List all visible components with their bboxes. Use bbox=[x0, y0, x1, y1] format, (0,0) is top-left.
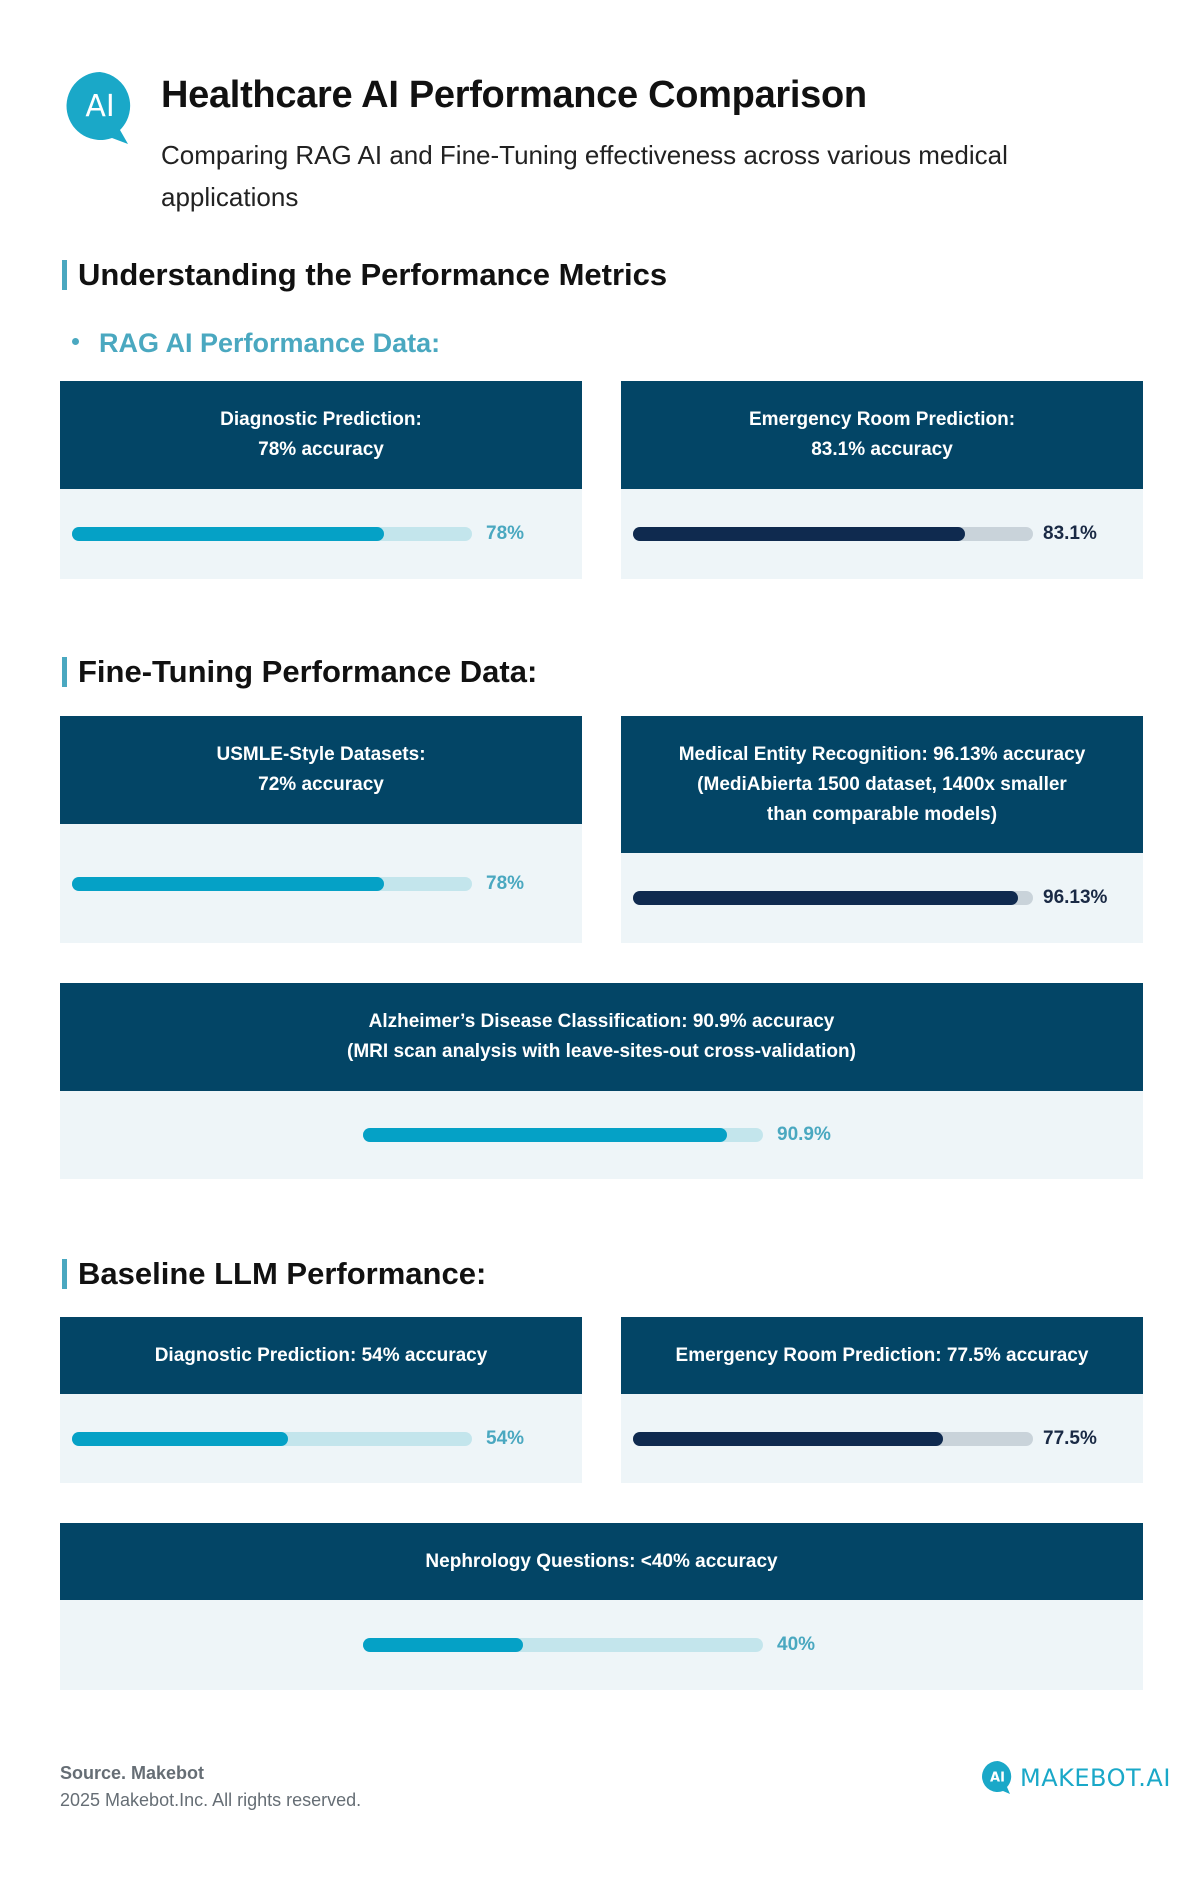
svg-text:AI: AI bbox=[85, 89, 114, 124]
brand-name: MAKEBOT.AI bbox=[1020, 1764, 1171, 1792]
ft-card-entity-recognition: Medical Entity Recognition: 96.13% accur… bbox=[621, 716, 1143, 943]
card-header: Alzheimer’s Disease Classification: 90.9… bbox=[60, 983, 1143, 1091]
card-body: 78% bbox=[60, 489, 582, 579]
bullet-dot-icon bbox=[72, 338, 79, 346]
card-header: Nephrology Questions: <40% accuracy bbox=[60, 1523, 1143, 1600]
rag-card-diagnostic: Diagnostic Prediction: 78% accuracy 78% bbox=[60, 381, 582, 579]
card-title-line: Medical Entity Recognition: 96.13% accur… bbox=[678, 743, 1086, 765]
copyright-text: 2025 Makebot.Inc. All rights reserved. bbox=[60, 1790, 362, 1810]
progress-bar bbox=[72, 1432, 288, 1446]
percent-label: 78% bbox=[486, 873, 525, 894]
progress-track bbox=[72, 877, 472, 891]
progress-bar bbox=[633, 1432, 943, 1446]
progress-track bbox=[633, 891, 1033, 905]
card-header: Emergency Room Prediction: 83.1% accuracy bbox=[621, 381, 1143, 489]
card-header: Emergency Room Prediction: 77.5% accurac… bbox=[621, 1317, 1143, 1394]
progress-track bbox=[72, 527, 472, 541]
card-header: Medical Entity Recognition: 96.13% accur… bbox=[621, 716, 1143, 853]
baseline-card-emergency: Emergency Room Prediction: 77.5% accurac… bbox=[621, 1317, 1143, 1483]
percent-label: 90.9% bbox=[777, 1124, 831, 1145]
rag-bullet: RAG AI Performance Data: bbox=[72, 325, 440, 361]
percent-label: 77.5% bbox=[1043, 1428, 1097, 1449]
card-body: 54% bbox=[60, 1394, 582, 1483]
percent-label: 96.13% bbox=[1043, 887, 1108, 908]
page-title: Healthcare AI Performance Comparison bbox=[161, 74, 867, 116]
card-body: 83.1% bbox=[621, 489, 1143, 579]
percent-label: 54% bbox=[486, 1428, 525, 1449]
card-body: 96.13% bbox=[621, 853, 1143, 943]
percent-label: 40% bbox=[777, 1634, 816, 1655]
card-title-line: 78% accuracy bbox=[258, 439, 384, 460]
card-title-line: (MRI scan analysis with leave-sites-out … bbox=[347, 1041, 856, 1062]
card-title-line: Alzheimer’s Disease Classification: 90.9… bbox=[368, 1011, 835, 1032]
card-header: USMLE-Style Datasets: 72% accuracy bbox=[60, 716, 582, 824]
card-title-line: USMLE-Style Datasets: bbox=[216, 744, 426, 765]
card-body: 90.9% bbox=[60, 1091, 1143, 1179]
card-title-line: than comparable models) bbox=[766, 803, 998, 825]
ft-card-alzheimers: Alzheimer’s Disease Classification: 90.9… bbox=[60, 983, 1143, 1179]
section-heading-understanding: Understanding the Performance Metrics bbox=[62, 257, 667, 293]
rag-card-emergency: Emergency Room Prediction: 83.1% accuracy… bbox=[621, 381, 1143, 579]
progress-track bbox=[72, 1432, 472, 1446]
baseline-card-nephrology: Nephrology Questions: <40% accuracy 40% bbox=[60, 1523, 1143, 1690]
progress-bar bbox=[72, 877, 384, 891]
percent-label: 78% bbox=[486, 523, 525, 544]
card-title-line: Emergency Room Prediction: 77.5% accurac… bbox=[675, 1344, 1089, 1366]
ft-card-usmle: USMLE-Style Datasets: 72% accuracy 78% bbox=[60, 716, 582, 943]
card-title-line: Diagnostic Prediction: bbox=[220, 409, 422, 430]
card-body: 77.5% bbox=[621, 1394, 1143, 1483]
progress-bar bbox=[72, 527, 384, 541]
makebot-logo-icon: AI bbox=[982, 1761, 1012, 1794]
rag-bullet-label: RAG AI Performance Data: bbox=[99, 328, 441, 358]
page-subtitle: Comparing RAG AI and Fine-Tuning effecti… bbox=[161, 140, 1008, 212]
ai-logo-icon: AI bbox=[66, 72, 131, 144]
source-text: Source. Makebot bbox=[60, 1763, 205, 1783]
progress-bar bbox=[363, 1128, 727, 1142]
card-title-line: Nephrology Questions: <40% accuracy bbox=[425, 1550, 778, 1572]
card-header: Diagnostic Prediction: 78% accuracy bbox=[60, 381, 582, 489]
progress-track bbox=[363, 1128, 763, 1142]
card-title-line: Diagnostic Prediction: 54% accuracy bbox=[154, 1344, 488, 1366]
svg-text:AI: AI bbox=[990, 1771, 1005, 1786]
progress-bar bbox=[633, 527, 965, 541]
percent-label: 83.1% bbox=[1043, 523, 1097, 544]
card-title-line: (MediAbierta 1500 dataset, 1400x smaller bbox=[697, 773, 1067, 795]
card-header: Diagnostic Prediction: 54% accuracy bbox=[60, 1317, 582, 1394]
progress-track bbox=[633, 527, 1033, 541]
progress-track bbox=[363, 1638, 763, 1652]
progress-bar bbox=[633, 891, 1018, 905]
progress-track bbox=[633, 1432, 1033, 1446]
card-body: 78% bbox=[60, 824, 582, 943]
card-title-line: 72% accuracy bbox=[258, 774, 384, 795]
section-heading-baseline: Baseline LLM Performance: bbox=[62, 1256, 486, 1292]
section-heading-fine-tuning: Fine-Tuning Performance Data: bbox=[62, 654, 537, 690]
brand-logo[interactable]: AI MAKEBOT.AI bbox=[981, 1760, 1171, 1796]
progress-bar bbox=[363, 1638, 523, 1652]
card-title-line: Emergency Room Prediction: bbox=[748, 409, 1016, 430]
card-title-line: 83.1% accuracy bbox=[811, 439, 953, 460]
baseline-card-diagnostic: Diagnostic Prediction: 54% accuracy 54% bbox=[60, 1317, 582, 1483]
card-body: 40% bbox=[60, 1600, 1143, 1690]
